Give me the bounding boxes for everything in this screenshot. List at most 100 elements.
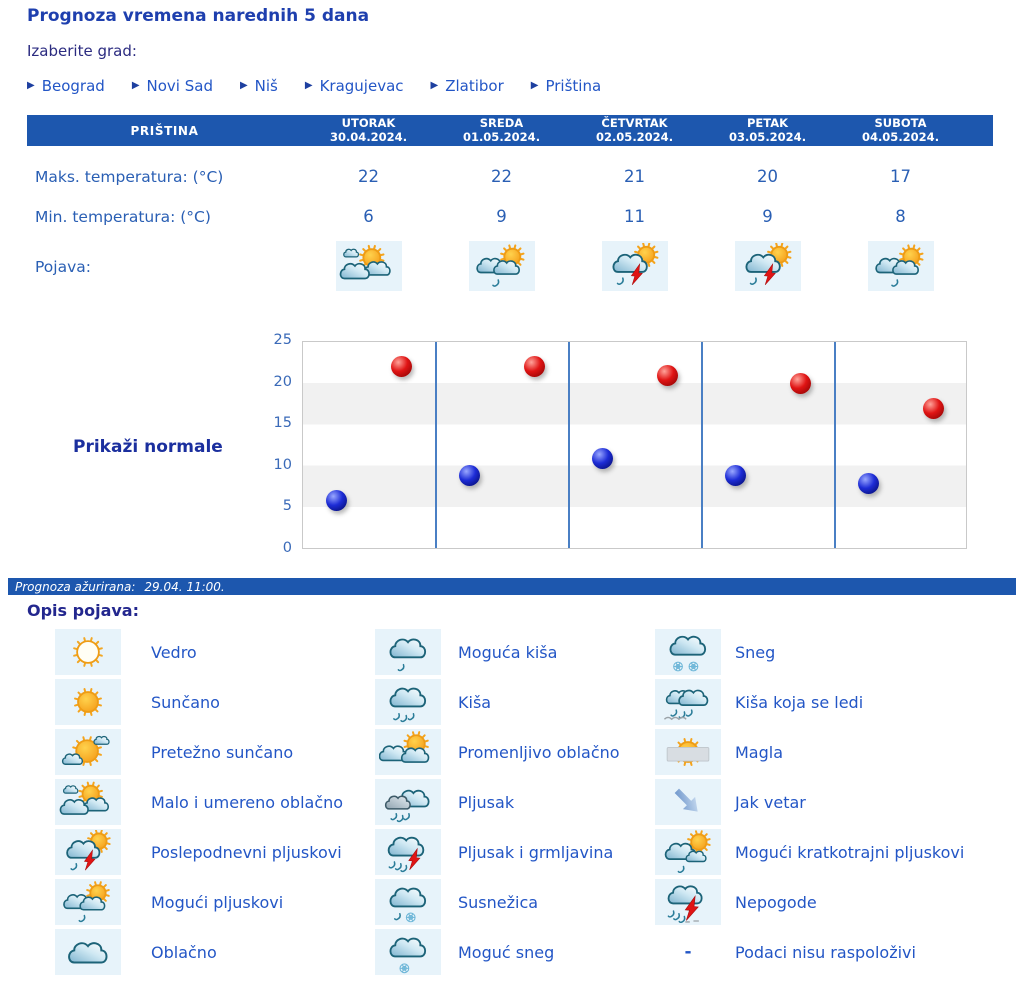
weather-icon-clouds-rain-ice [655,679,721,725]
day-date: 30.04.2024. [329,129,408,144]
link-arrow-icon: ▶ [27,80,35,91]
legend-item-moguci-pljuskovi: Mogući pljuskovi [55,877,343,927]
city-link-zlatibor[interactable]: ▶ Zlatibor [431,77,504,95]
min-temp-row-label: Min. temperatura: (°C) [35,208,211,226]
pojava-weather-icon-cloud-sun-storm-rain [601,241,668,291]
legend-item-jak-vetar: Jak vetar [655,777,964,827]
link-arrow-icon: ▶ [530,80,539,91]
legend-column-2: Moguća kiša Kiša Promenljivo oblačno Pljusa… [375,627,620,977]
weather-icon-cloud-drop [375,629,441,675]
y-axis-tick-label: 0 [282,540,292,556]
legend-item-malo-i-umereno-oblacno: Malo i umereno oblačno [55,777,343,827]
legend: Vedro Sunčano Pretežno sunčano Malo i umere… [0,627,1024,979]
weather-icon-sun-small-cloud [55,729,121,775]
legend-item-vedro: Vedro [55,627,343,677]
max-temp-row-label: Maks. temperatura: (°C) [35,168,224,186]
weather-icon-cloud-drop-flake [375,879,441,925]
max-temp-value: 21 [624,167,645,186]
page-title: Prognoza vremena narednih 5 dana [27,6,370,26]
updated-label: Prognoza ažurirana: [15,579,136,594]
show-normals-button[interactable]: Prikaži normale [73,437,223,457]
weather-icon-sun-outline [55,629,121,675]
weather-icon-cloud-rain [375,679,441,725]
legend-heading: Opis pojava: [27,601,139,620]
legend-column-1: Vedro Sunčano Pretežno sunčano Malo i umere… [55,627,343,977]
updated-value: 29.04. 11:00. [144,579,225,594]
chart-day-divider [568,342,570,548]
city-link-label: Zlatibor [445,77,504,95]
weather-icon-cloud-sun-storm-rain [55,829,121,875]
day-header-sreda: SREDA 01.05.2024. [435,116,568,144]
legend-item-label: Mogući kratkotrajni pljuskovi [735,842,965,862]
city-link-pristina[interactable]: ▶ Priština [531,77,601,95]
temperature-chart [302,341,967,549]
legend-item-label: Jak vetar [735,792,806,812]
min-temp-dot [325,489,347,511]
city-link-label: Niš [254,77,278,95]
legend-item-label: Oblačno [151,942,217,962]
weather-icon-clouds-sun-drop [55,879,121,925]
legend-item-label: Pretežno sunčano [151,742,294,762]
legend-item-nepogode: Nepogode [655,877,964,927]
legend-item-label: Mogući pljuskovi [151,892,284,912]
y-axis-tick-label: 15 [273,415,292,432]
city-link-kragujevac[interactable]: ▶ Kragujevac [305,77,404,95]
max-temp-dot [789,373,811,395]
legend-item-moguc-sneg: Moguć sneg [375,927,620,977]
pojava-weather-icon-cloud-sun-storm-rain [734,241,801,291]
day-header-subota: SUBOTA 04.05.2024. [834,116,967,144]
link-arrow-icon: ▶ [131,80,140,91]
min-temp-value: 8 [895,207,906,226]
legend-item-oblacno: Oblačno [55,927,343,977]
day-date: 01.05.2024. [462,129,541,144]
legend-item-label: Podaci nisu raspoloživi [735,942,916,962]
weather-icon-dark-clouds-rain [375,779,441,825]
max-temp-value: 17 [890,167,911,186]
legend-item-kisa: Kiša [375,677,620,727]
min-temp-value: 9 [762,207,773,226]
day-date: 02.05.2024. [595,129,674,144]
legend-item-pljusak: Pljusak [375,777,620,827]
min-temp-dot [591,447,613,469]
legend-item-magla: Magla [655,727,964,777]
day-header-petak: PETAK 03.05.2024. [701,116,834,144]
legend-item-label: Pljusak [458,792,515,812]
weather-icon-dash: - [684,942,692,962]
city-link-label: Kragujevac [319,77,404,95]
weather-icon-cloud [55,929,121,975]
legend-item-label: Promenljivo oblačno [458,742,620,762]
legend-item-label: Poslepodnevni pljuskovi [151,842,342,862]
legend-item-label: Sunčano [151,692,220,712]
y-axis-tick-label: 10 [273,456,292,473]
pojava-weather-icon-clouds-sun-drop [867,241,934,291]
city-link-novi-sad[interactable]: ▶ Novi Sad [132,77,213,95]
city-links: ▶ Beograd ▶ Novi Sad ▶ Niš ▶ Kragujevac ▶ Zlatibo… [27,77,601,95]
y-axis-tick-label: 20 [273,373,292,390]
city-link-beograd[interactable]: ▶ Beograd [27,77,105,95]
station-name: PRIŠTINA [130,123,199,138]
legend-item-label: Magla [735,742,784,762]
legend-item-label: Pljusak i grmljavina [458,842,614,862]
legend-item-pljusak-i-grmljavina: Pljusak i grmljavina [375,827,620,877]
max-temp-dot [922,398,944,420]
legend-item-suncano: Sunčano [55,677,343,727]
pojava-weather-icon-clouds-sun [335,241,402,291]
y-axis-tick-label: 5 [282,498,292,515]
city-link-nis[interactable]: ▶ Niš [240,77,278,95]
weather-icon-cloud-flakes [655,629,721,675]
day-header-utorak: UTORAK 30.04.2024. [302,116,435,144]
choose-city-label: Izaberite grad: [27,42,137,60]
legend-item-label: Moguća kiša [458,642,558,662]
weather-icon-wind-arrow [655,779,721,825]
legend-item-label: Vedro [151,642,197,662]
legend-item-label: Moguć sneg [458,942,555,962]
forecast-updated-bar: Prognoza ažurirana: 29.04. 11:00. [8,578,1016,595]
weather-icon-cloud-storm-rain [375,829,441,875]
max-temp-dot [390,356,412,378]
city-link-label: Beograd [41,77,105,95]
day-name: UTORAK [341,116,396,130]
min-temp-value: 11 [624,207,645,226]
weather-icon-cloud-sun-drop [655,829,721,875]
weather-icon-sun [55,679,121,725]
weather-icon-clouds-sun [55,779,121,825]
